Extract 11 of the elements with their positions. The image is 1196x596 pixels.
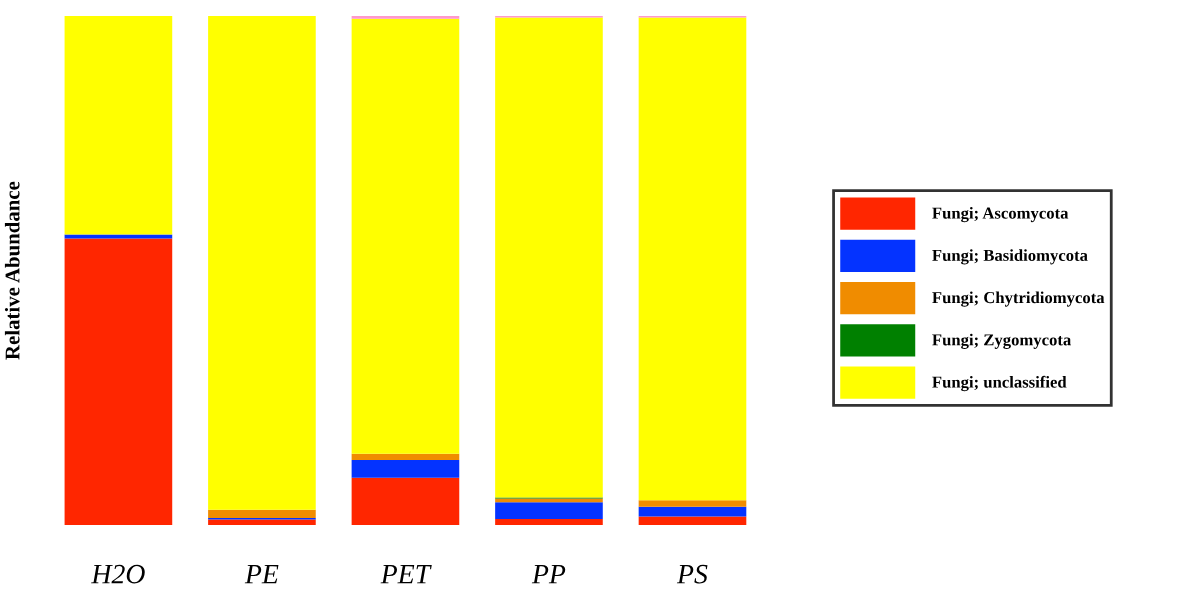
- x-tick-label: PET: [380, 565, 432, 584]
- legend-label: Fungi; Ascomycota: [932, 206, 1069, 223]
- x-tick-label: PP: [531, 565, 566, 584]
- x-tick-label: H2O: [91, 564, 145, 584]
- legend-label: Fungi; unclassified: [932, 375, 1067, 392]
- x-tick-label: PE: [244, 565, 279, 584]
- x-tick-label: PS: [676, 564, 708, 584]
- y-axis-title: Relative Abundance: [4, 181, 20, 360]
- legend-label: Fungi; Basidiomycota: [932, 249, 1088, 265]
- legend-label: Fungi; Chytridiomycota: [932, 291, 1105, 307]
- legend-label: Fungi; Zygomycota: [932, 333, 1071, 349]
